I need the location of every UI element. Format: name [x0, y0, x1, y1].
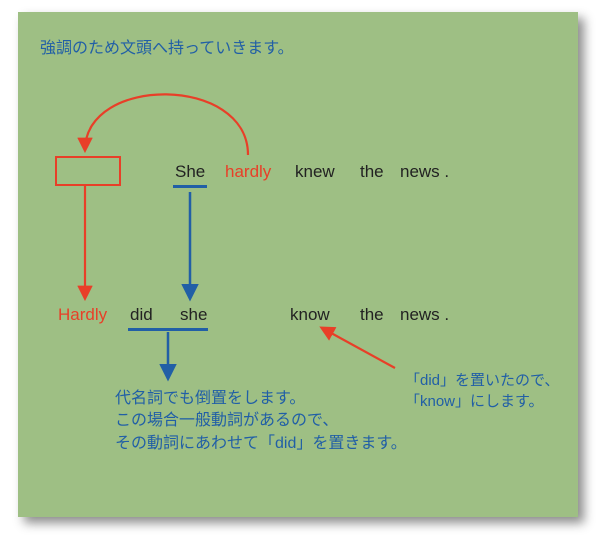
bottom-caption: 代名詞でも倒置をします。 この場合一般動詞があるので、 その動詞にあわせて「di… — [115, 388, 407, 455]
s2-the: the — [360, 305, 384, 325]
s2-know: know — [290, 305, 330, 325]
s1-hardly: hardly — [225, 162, 271, 182]
s2-did: did — [130, 305, 153, 325]
right-caption: 「did」を置いたので、 「know」にします。 — [405, 370, 559, 412]
top-caption: 強調のため文頭へ持っていきます。 — [40, 38, 294, 60]
s2-she: she — [180, 305, 207, 325]
s1-knew: knew — [295, 162, 335, 182]
did-she-underline — [128, 328, 208, 331]
s1-she: She — [175, 162, 205, 182]
s2-hardly: Hardly — [58, 305, 107, 325]
she-underline — [173, 185, 207, 188]
s1-the: the — [360, 162, 384, 182]
fronting-slot-box — [55, 156, 121, 186]
s2-news: news . — [400, 305, 449, 325]
s1-news: news . — [400, 162, 449, 182]
